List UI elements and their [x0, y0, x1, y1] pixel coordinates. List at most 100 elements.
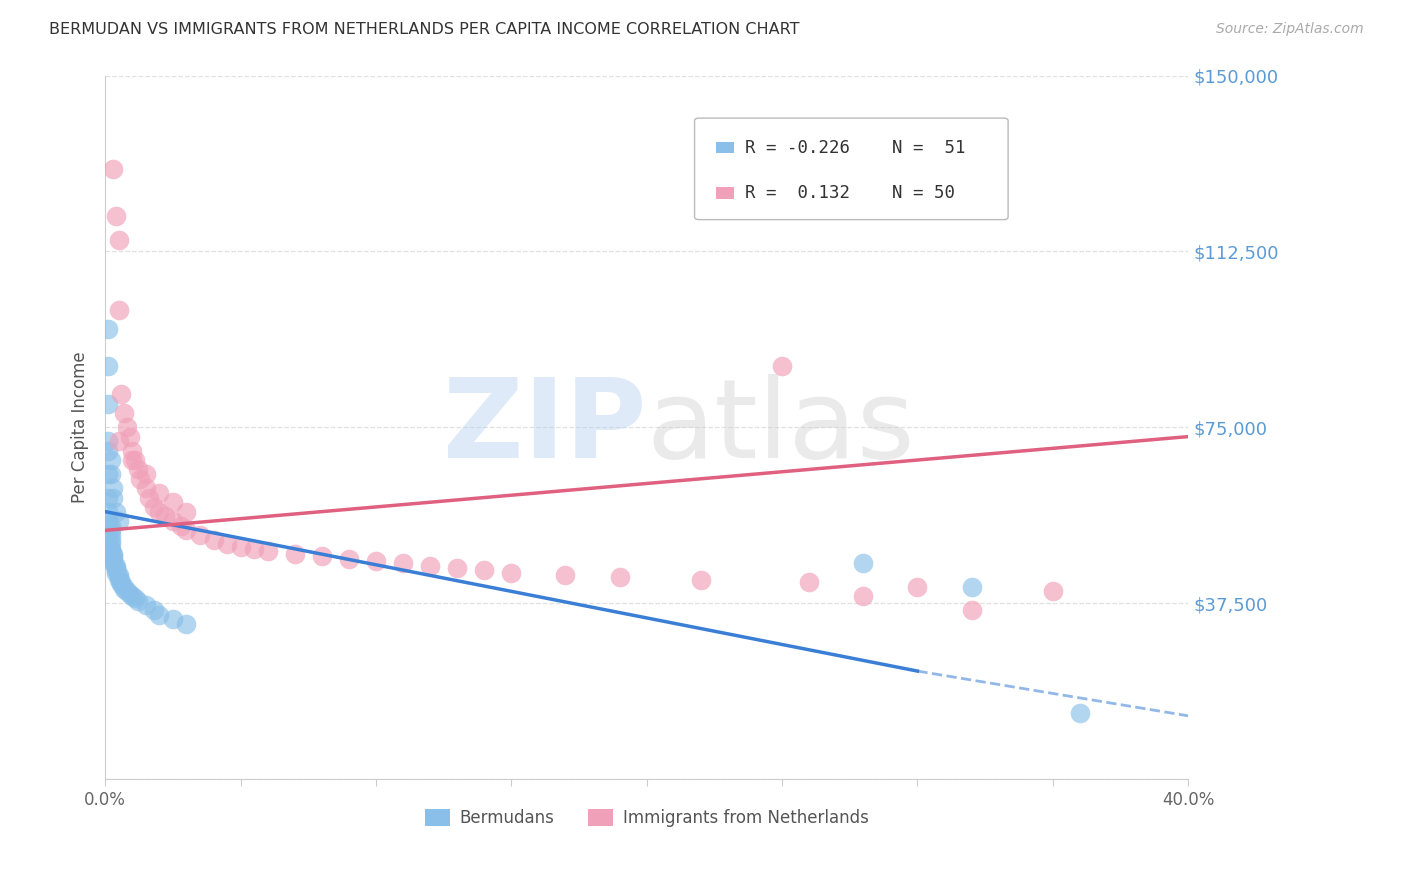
- Point: [97, 322, 120, 336]
- Point: [554, 568, 576, 582]
- Point: [105, 561, 128, 575]
- Point: [107, 570, 129, 584]
- Point: [148, 607, 170, 622]
- Point: [229, 540, 252, 554]
- Point: [107, 303, 129, 318]
- Point: [100, 467, 122, 482]
- Point: [142, 500, 165, 514]
- Point: [118, 429, 141, 443]
- Point: [97, 443, 120, 458]
- Point: [112, 582, 135, 596]
- Point: [100, 453, 122, 467]
- Point: [100, 542, 122, 557]
- Point: [97, 434, 120, 449]
- Point: [103, 551, 125, 566]
- Point: [112, 406, 135, 420]
- Point: [135, 599, 157, 613]
- Point: [176, 524, 198, 538]
- Point: [107, 573, 129, 587]
- Point: [162, 495, 184, 509]
- Point: [162, 612, 184, 626]
- Point: [107, 434, 129, 449]
- Text: R =  0.132    N = 50: R = 0.132 N = 50: [745, 184, 955, 202]
- Point: [142, 603, 165, 617]
- Point: [121, 589, 143, 603]
- Point: [97, 467, 120, 482]
- Point: [103, 547, 125, 561]
- Point: [100, 524, 122, 538]
- Point: [148, 505, 170, 519]
- Point: [256, 544, 278, 558]
- Text: ZIP: ZIP: [443, 374, 647, 481]
- Point: [97, 397, 120, 411]
- Point: [609, 570, 631, 584]
- Point: [162, 514, 184, 528]
- Point: [112, 580, 135, 594]
- Point: [97, 491, 120, 505]
- Point: [176, 505, 198, 519]
- Point: [446, 561, 468, 575]
- Point: [103, 491, 125, 505]
- Point: [797, 574, 820, 589]
- Point: [392, 556, 415, 570]
- Point: [153, 509, 176, 524]
- Point: [110, 387, 132, 401]
- Point: [124, 591, 146, 606]
- Point: [97, 505, 120, 519]
- Point: [138, 491, 160, 505]
- Point: [337, 551, 360, 566]
- Point: [105, 563, 128, 577]
- Point: [105, 209, 128, 223]
- Point: [100, 544, 122, 558]
- Point: [907, 580, 929, 594]
- Point: [124, 453, 146, 467]
- Point: [105, 566, 128, 580]
- Point: [148, 486, 170, 500]
- Point: [103, 162, 125, 177]
- Point: [110, 577, 132, 591]
- Point: [188, 528, 211, 542]
- Point: [121, 453, 143, 467]
- Y-axis label: Per Capita Income: Per Capita Income: [72, 351, 89, 503]
- Point: [284, 547, 307, 561]
- Point: [170, 518, 193, 533]
- Point: [364, 554, 387, 568]
- Point: [103, 554, 125, 568]
- Point: [311, 549, 333, 564]
- Point: [1069, 706, 1091, 721]
- Point: [135, 481, 157, 495]
- Point: [960, 580, 983, 594]
- Point: [127, 462, 149, 476]
- Text: BERMUDAN VS IMMIGRANTS FROM NETHERLANDS PER CAPITA INCOME CORRELATION CHART: BERMUDAN VS IMMIGRANTS FROM NETHERLANDS …: [49, 22, 800, 37]
- Point: [97, 514, 120, 528]
- Point: [105, 505, 128, 519]
- Point: [215, 537, 238, 551]
- Point: [103, 556, 125, 570]
- Point: [110, 574, 132, 589]
- Point: [852, 589, 875, 603]
- Point: [770, 359, 793, 374]
- Point: [107, 514, 129, 528]
- Point: [243, 542, 266, 557]
- Point: [419, 558, 441, 573]
- Point: [100, 518, 122, 533]
- Point: [689, 573, 711, 587]
- Point: [100, 528, 122, 542]
- Legend: Bermudans, Immigrants from Netherlands: Bermudans, Immigrants from Netherlands: [418, 803, 876, 834]
- Point: [176, 617, 198, 632]
- Point: [129, 472, 152, 486]
- Point: [103, 549, 125, 564]
- Point: [115, 584, 138, 599]
- Point: [1042, 584, 1064, 599]
- Point: [118, 587, 141, 601]
- Point: [135, 467, 157, 482]
- Point: [97, 359, 120, 374]
- Point: [501, 566, 523, 580]
- Point: [105, 558, 128, 573]
- Point: [960, 603, 983, 617]
- Text: Source: ZipAtlas.com: Source: ZipAtlas.com: [1216, 22, 1364, 37]
- Point: [100, 533, 122, 547]
- Point: [107, 568, 129, 582]
- Point: [121, 443, 143, 458]
- Text: R = -0.226    N =  51: R = -0.226 N = 51: [745, 138, 966, 157]
